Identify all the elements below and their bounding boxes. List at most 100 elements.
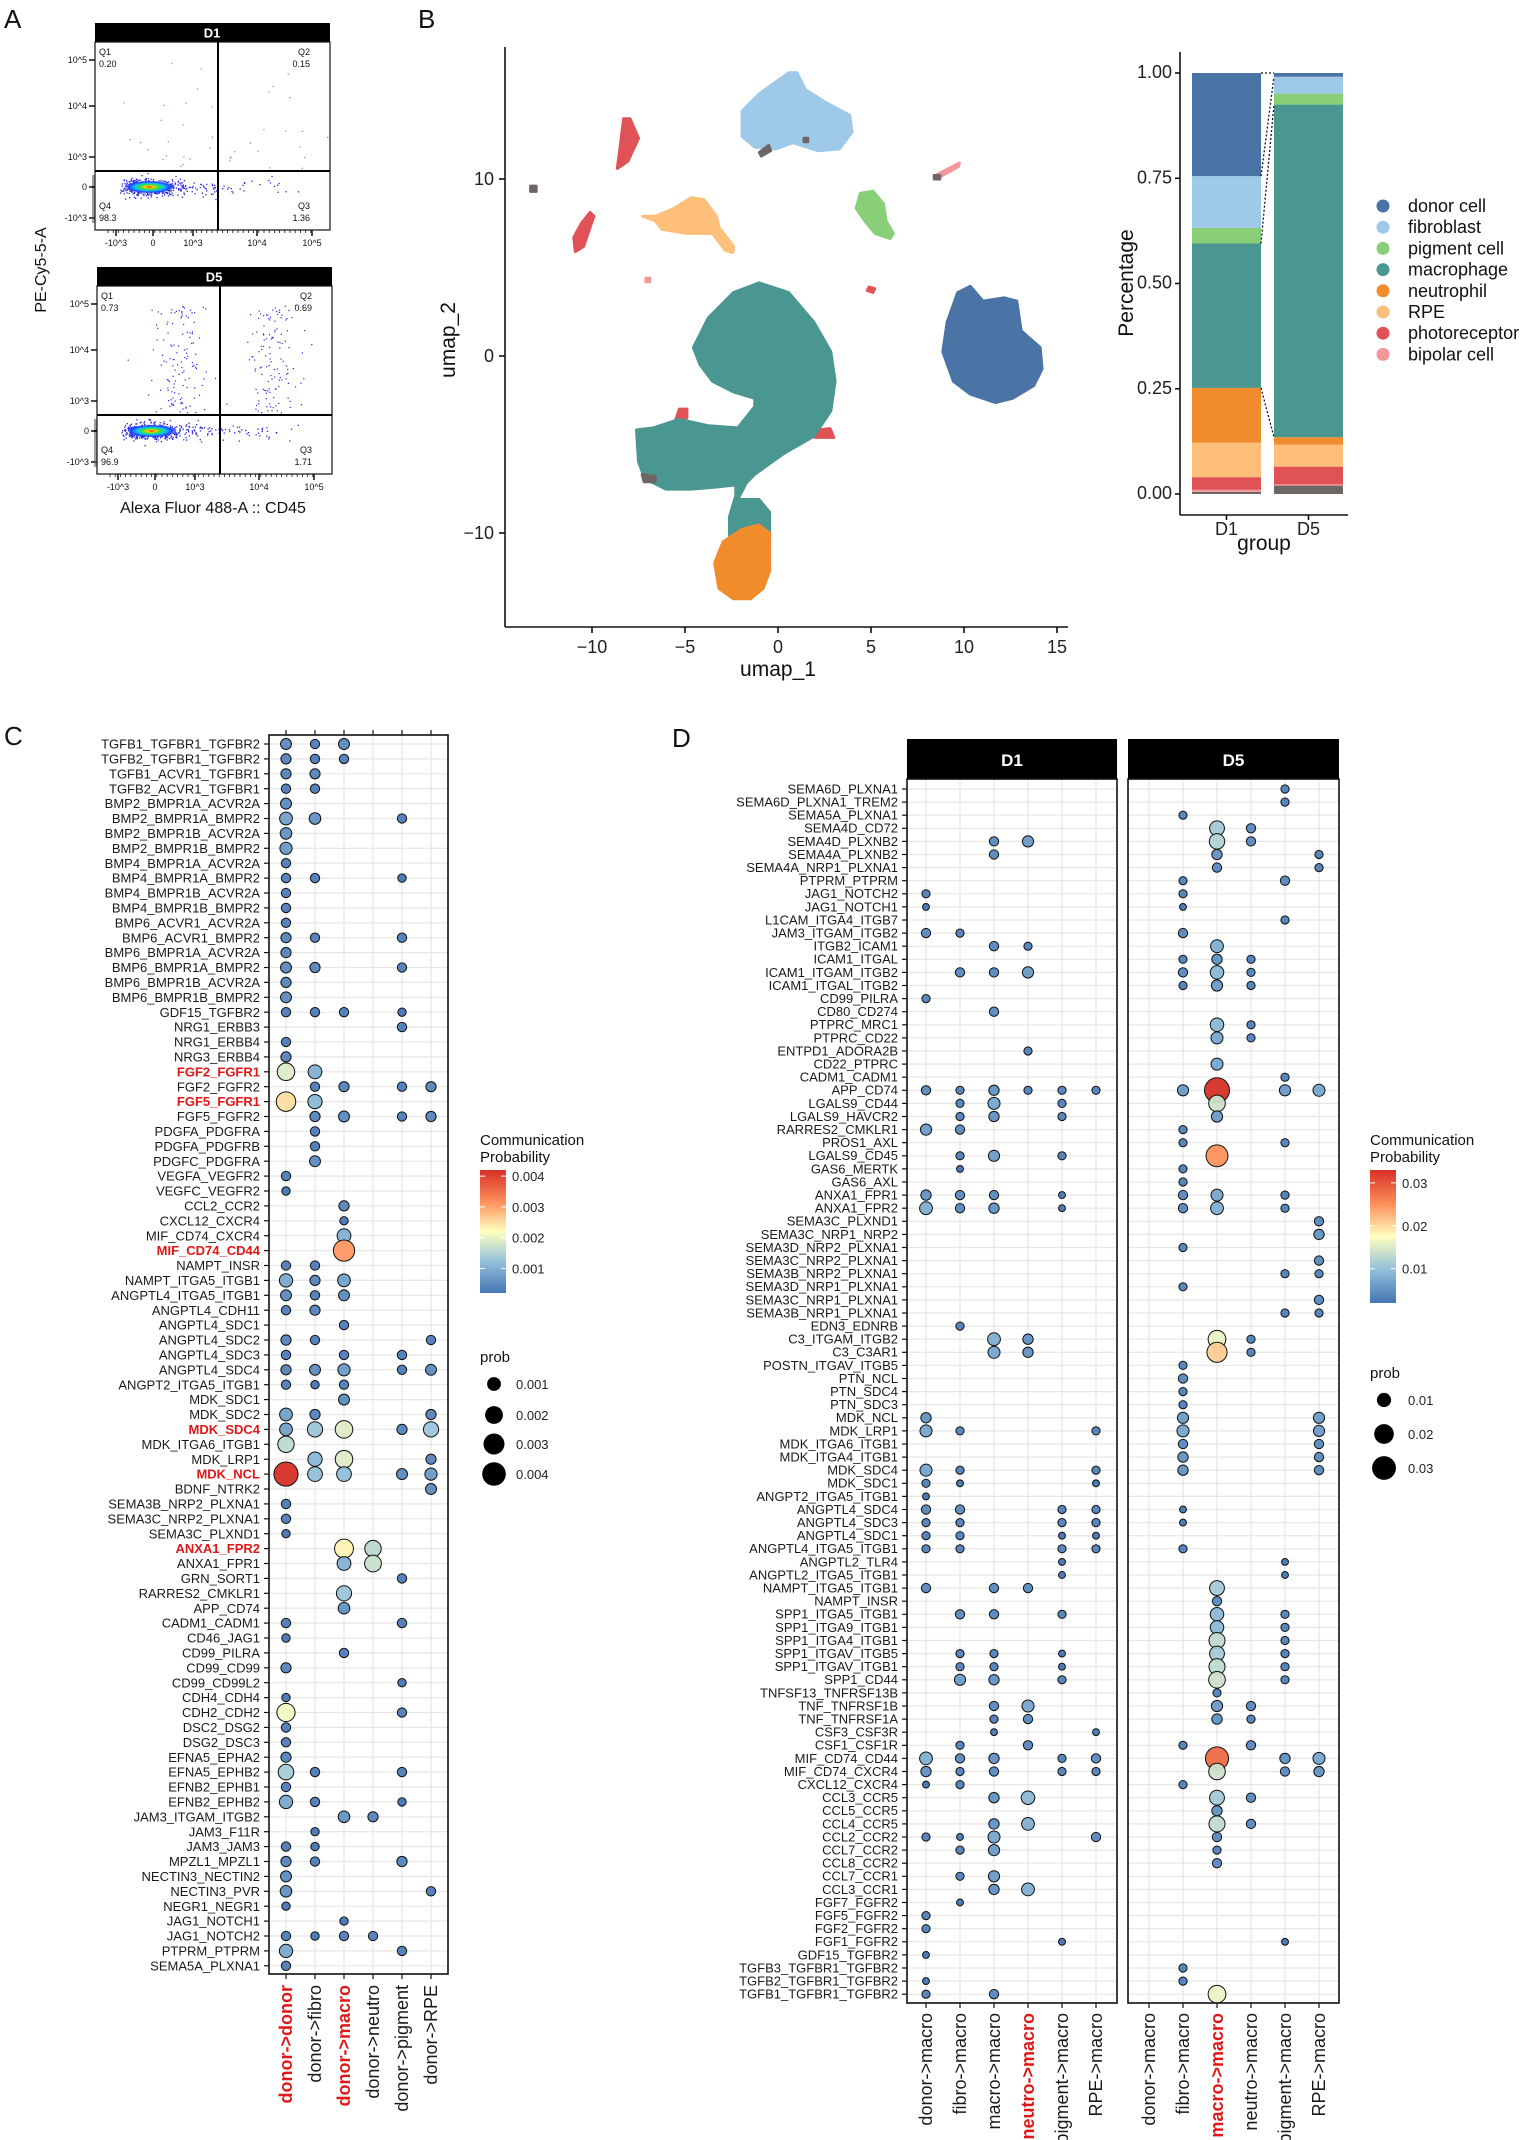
bubble[interactable] [987, 1870, 1001, 1883]
bubble[interactable] [1211, 1596, 1223, 1607]
bubble[interactable] [920, 1765, 932, 1778]
bubble[interactable] [921, 1544, 931, 1554]
bubble[interactable] [955, 1740, 965, 1750]
bubble[interactable] [987, 1830, 1001, 1844]
bubble[interactable] [921, 1910, 931, 1921]
bubble[interactable] [1178, 1400, 1188, 1410]
bubble[interactable] [921, 1531, 931, 1541]
bubble[interactable] [276, 1062, 296, 1082]
bubble[interactable] [310, 1827, 320, 1837]
bubble[interactable] [1057, 1675, 1067, 1685]
bubble[interactable] [364, 1539, 382, 1558]
bubble[interactable] [953, 1673, 967, 1686]
bubble[interactable] [280, 1364, 292, 1376]
bubble[interactable] [310, 1841, 320, 1852]
bubble[interactable] [309, 961, 321, 974]
bubble[interactable] [989, 1662, 999, 1672]
bubble[interactable] [1245, 1818, 1257, 1830]
bubble[interactable] [955, 1517, 965, 1528]
bubble[interactable] [954, 1124, 966, 1135]
bubble[interactable] [1057, 1151, 1067, 1161]
bubble[interactable] [1280, 1138, 1290, 1148]
bubble[interactable] [280, 947, 292, 959]
bubble[interactable] [280, 1930, 292, 1942]
bubble[interactable] [1314, 849, 1324, 860]
bubble[interactable] [1211, 1713, 1223, 1725]
bubble[interactable] [989, 1714, 999, 1724]
bubble[interactable] [1280, 1203, 1290, 1213]
bubble[interactable] [1245, 1740, 1257, 1751]
bubble[interactable] [338, 1289, 350, 1302]
bubble[interactable] [1178, 1164, 1188, 1174]
bubble[interactable] [1211, 1805, 1223, 1817]
bubble[interactable] [988, 941, 1000, 952]
bubble[interactable] [1210, 1057, 1224, 1071]
bubble[interactable] [1178, 1740, 1188, 1750]
bubble[interactable] [279, 1407, 293, 1422]
bubble[interactable] [425, 1334, 437, 1346]
bubble[interactable] [1210, 1110, 1224, 1123]
bubble[interactable] [1092, 1531, 1100, 1540]
bubble[interactable] [1211, 953, 1223, 965]
bubble[interactable] [309, 1766, 321, 1778]
bubble[interactable] [988, 1766, 1000, 1777]
bubble[interactable] [955, 1531, 965, 1541]
bubble[interactable] [921, 1478, 931, 1488]
bubble[interactable] [1091, 1517, 1101, 1528]
bubble[interactable] [1211, 862, 1223, 873]
bubble[interactable] [955, 1321, 965, 1331]
bubble[interactable] [1246, 1714, 1256, 1724]
bubble[interactable] [988, 1818, 1000, 1830]
bubble[interactable] [954, 1203, 966, 1214]
bubble[interactable] [1208, 1670, 1226, 1689]
bubble[interactable] [280, 738, 292, 750]
bubble[interactable] [921, 1517, 931, 1528]
bubble[interactable] [920, 1085, 932, 1096]
bubble[interactable] [988, 1792, 1000, 1804]
bubble[interactable] [279, 841, 293, 855]
bubble[interactable] [425, 1453, 437, 1465]
bubble[interactable] [1021, 1817, 1035, 1831]
bubble[interactable] [396, 1364, 408, 1375]
bubble[interactable] [1177, 1451, 1189, 1463]
bubble[interactable] [1209, 1607, 1225, 1622]
bubble[interactable] [920, 1582, 932, 1594]
bubble[interactable] [309, 1260, 321, 1271]
bubble[interactable] [281, 1692, 291, 1703]
bubble[interactable] [988, 849, 1000, 860]
bubble[interactable] [988, 836, 1000, 847]
bubble[interactable] [1057, 1111, 1067, 1122]
bubble[interactable] [425, 1081, 437, 1093]
bubble[interactable] [955, 1111, 965, 1122]
bubble[interactable] [1312, 1083, 1326, 1097]
bubble[interactable] [1246, 954, 1256, 964]
bubble[interactable] [280, 991, 292, 1004]
bubble[interactable] [310, 1380, 320, 1390]
bubble[interactable] [1210, 939, 1224, 954]
bubble[interactable] [275, 1091, 297, 1112]
bubble[interactable] [1091, 1544, 1101, 1554]
bubble[interactable] [1281, 1557, 1289, 1566]
bubble[interactable] [1246, 1020, 1256, 1030]
bubble[interactable] [337, 1273, 351, 1288]
bubble[interactable] [396, 1617, 408, 1629]
bubble[interactable] [1177, 1464, 1189, 1476]
bubble[interactable] [1246, 1334, 1256, 1344]
bubble[interactable] [1057, 1766, 1067, 1777]
bubble[interactable] [1177, 1189, 1189, 1201]
bubble[interactable] [1245, 823, 1257, 834]
bubble[interactable] [1313, 1765, 1325, 1778]
bubble[interactable] [988, 1883, 1000, 1896]
bubble[interactable] [1313, 1294, 1325, 1306]
bubble[interactable] [1278, 1084, 1292, 1097]
bubble[interactable] [1177, 967, 1189, 978]
bubble[interactable] [396, 1423, 408, 1436]
bubble[interactable] [278, 1273, 294, 1288]
bubble[interactable] [1178, 1976, 1188, 1986]
bubble[interactable] [338, 1930, 350, 1942]
bubble[interactable] [920, 1189, 932, 1201]
bubble[interactable] [280, 768, 292, 780]
bubble[interactable] [279, 811, 293, 826]
bubble[interactable] [425, 1110, 437, 1123]
bubble[interactable] [1091, 1426, 1101, 1436]
